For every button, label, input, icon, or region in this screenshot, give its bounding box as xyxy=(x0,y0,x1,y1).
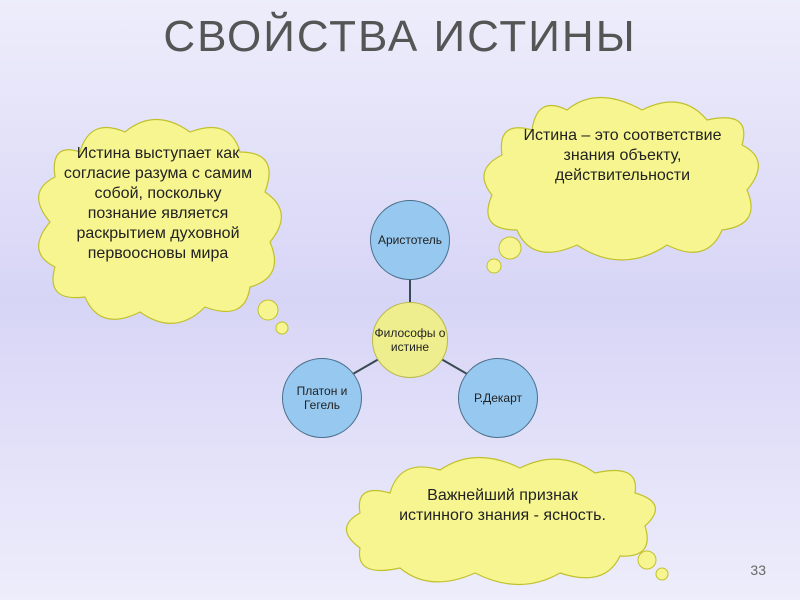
hub-center: Философы о истине xyxy=(372,302,448,378)
slide: СВОЙСТВА ИСТИНЫ Философы о истине Аристо… xyxy=(0,0,800,600)
hub-node-right-label: Р.Декарт xyxy=(474,391,522,405)
slide-title: СВОЙСТВА ИСТИНЫ xyxy=(0,12,800,62)
cloud-right: Истина – это соответствие знания объекту… xyxy=(472,80,772,280)
page-number: 33 xyxy=(750,562,766,578)
hub-node-left: Платон и Гегель xyxy=(282,358,362,438)
cloud-bottom: Важнейший признак истинного знания - ясн… xyxy=(335,448,675,588)
cloud-right-text: Истина – это соответствие знания объекту… xyxy=(520,126,725,186)
cloud-bottom-text: Важнейший признак истинного знания - ясн… xyxy=(390,486,615,526)
hub-node-left-label: Платон и Гегель xyxy=(283,384,361,413)
hub-center-label: Философы о истине xyxy=(373,326,447,355)
hub-node-top: Аристотель xyxy=(370,200,450,280)
cloud-left-text: Истина выступает как согласие разума с с… xyxy=(58,144,258,264)
hub-node-right: Р.Декарт xyxy=(458,358,538,438)
hub-node-top-label: Аристотель xyxy=(378,233,442,247)
cloud-left: Истина выступает как согласие разума с с… xyxy=(30,92,290,342)
